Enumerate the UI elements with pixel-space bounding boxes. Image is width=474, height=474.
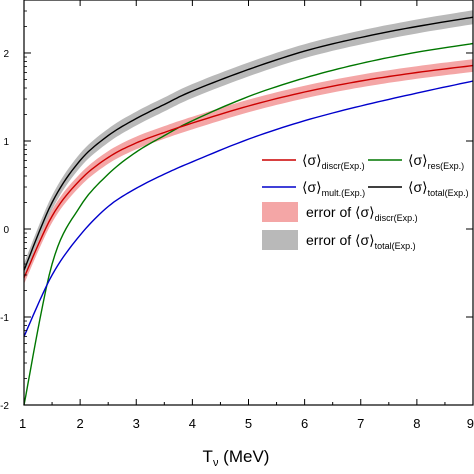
x-tick-label: 4 [189,416,196,431]
y-tick-label: -1 [0,313,9,324]
x-axis-title-unit: (MeV) [218,447,269,466]
legend-label-mult: ⟨σ⟩mult.(Exp.) [302,179,365,198]
x-tick-label: 9 [467,416,474,431]
legend-label-discr: ⟨σ⟩discr(Exp.) [302,152,365,171]
y-tick-label: 1 [3,137,9,148]
error-bands [24,10,473,285]
legend: ⟨σ⟩discr(Exp.) ⟨σ⟩res(Exp.) ⟨σ⟩mult.(Exp.)… [262,152,469,251]
y-tick-label: -2 [0,401,9,412]
x-tick-label: 2 [77,416,84,431]
x-tick-label: 8 [413,416,420,431]
legend-swatch-total_err [262,230,298,250]
y-tick-label: 2 [3,49,9,60]
x-axis-title-main: T [203,447,213,466]
series-lines [23,16,474,406]
legend-label-discr_err: error of ⟨σ⟩discr(Exp.) [306,204,418,223]
x-tick-label: 7 [357,416,364,431]
x-tick-label: 5 [245,416,252,431]
line-res [23,42,474,406]
band-total_err [24,10,473,278]
x-axis-title-sub: ν [213,457,219,469]
plot-frame [23,0,474,406]
legend-label-res: ⟨σ⟩res(Exp.) [408,152,464,171]
legend-label-total: ⟨σ⟩total(Exp.) [408,179,469,198]
line-total [23,16,474,271]
y-axis-ticks: -2 -1 0 1 2 [0,0,473,412]
x-axis-title: Tν (MeV) [203,447,270,469]
x-tick-label: 1 [19,416,26,431]
x-tick-label: 6 [301,416,308,431]
line-mult [23,80,474,337]
legend-label-total_err: error of ⟨σ⟩total(Exp.) [306,232,416,251]
y-tick-label: 0 [3,225,9,236]
band-discr_err [24,59,473,285]
legend-swatch-discr_err [262,202,298,222]
line-discr [23,64,474,278]
x-axis-ticks: 1 2 3 4 5 6 7 8 9 [19,0,474,431]
x-tick-label: 3 [133,416,140,431]
